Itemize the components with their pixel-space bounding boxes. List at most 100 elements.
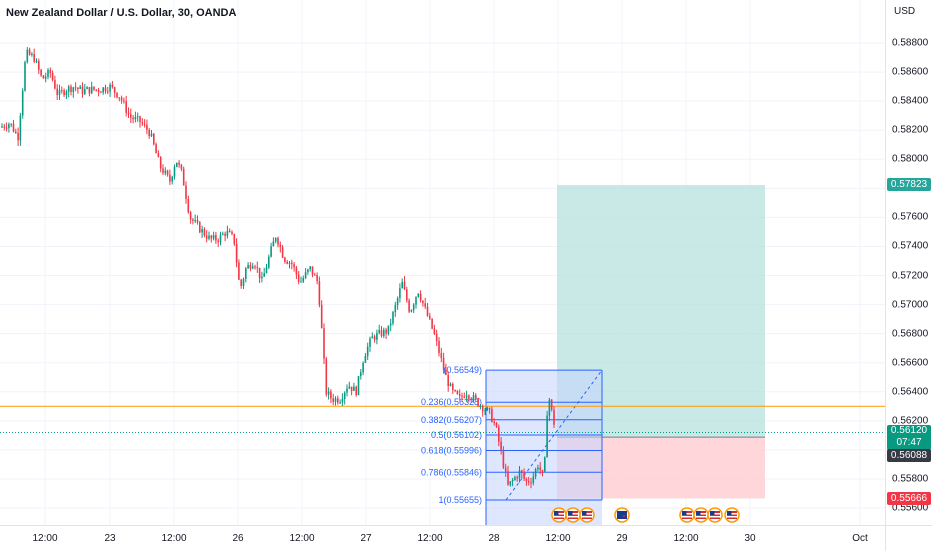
nz-flag-icon[interactable] [614, 507, 630, 523]
fib-level-label: 0.236(0.56328) [421, 397, 482, 407]
candle [288, 262, 291, 264]
candle [541, 469, 544, 472]
candle [134, 116, 137, 120]
us-flag-icon[interactable] [707, 507, 723, 523]
us-flag-icon[interactable] [551, 507, 567, 523]
candle [162, 168, 164, 174]
price-tick: 0.55600 [892, 502, 929, 514]
price-tick: 0.56200 [892, 415, 929, 427]
candle [481, 405, 484, 412]
candle [318, 281, 321, 305]
candle [116, 92, 118, 98]
candle [263, 273, 265, 277]
entry-price-badge: 0.56088 [887, 449, 931, 463]
candle [291, 262, 293, 265]
fib-level-label: (0.56549) [443, 365, 482, 375]
candle [385, 329, 387, 334]
price-tick: 0.57000 [892, 299, 929, 311]
candle [461, 395, 463, 397]
candle [325, 358, 328, 395]
chart-area[interactable]: (0.56549) 0.236(0.56328) 0.382(0.56207) 0.5… [0, 0, 885, 525]
candle [408, 300, 410, 312]
candle [178, 162, 180, 165]
candle [422, 300, 424, 304]
candle [247, 264, 249, 269]
us-flag-icon[interactable] [565, 507, 581, 523]
candle [1, 126, 3, 128]
candle [159, 157, 162, 169]
candle [201, 229, 203, 233]
candle [217, 240, 219, 243]
candle [203, 229, 206, 236]
candle [314, 274, 316, 276]
candle [51, 72, 54, 81]
candle [17, 132, 19, 141]
fib-retracement[interactable]: (0.56549) 0.236(0.56328) 0.382(0.56207) 0.5… [421, 365, 603, 525]
candle [410, 310, 413, 312]
candle [86, 87, 88, 90]
candle [307, 269, 309, 273]
candle [153, 133, 155, 145]
symbol-title[interactable]: New Zealand Dollar / U.S. Dollar, 30, OA… [6, 7, 237, 19]
candle [222, 233, 224, 235]
candle [72, 87, 75, 92]
us-flag-icon[interactable] [724, 507, 740, 523]
candle [130, 114, 132, 118]
time-scale[interactable]: 12:00 23 12:00 26 12:00 27 12:00 28 12:00 29 12:00… [0, 525, 885, 551]
us-flag-icon[interactable] [679, 507, 695, 523]
candle [475, 395, 477, 399]
candle [337, 398, 339, 403]
candle [109, 84, 111, 92]
candle [431, 318, 433, 329]
fib-level-label: 0.618(0.55996) [421, 445, 482, 455]
candle [84, 89, 86, 94]
us-flag-icon[interactable] [579, 507, 595, 523]
candle [265, 267, 268, 274]
candle [49, 69, 52, 73]
candle [341, 398, 344, 403]
candle [502, 450, 505, 468]
candle [500, 441, 502, 451]
candles[interactable] [1, 47, 555, 489]
candle [56, 88, 58, 95]
us-flag-icon[interactable] [693, 507, 709, 523]
chart-canvas[interactable]: (0.56549) 0.236(0.56328) 0.382(0.56207) 0.5… [0, 0, 885, 525]
candle [311, 266, 314, 275]
candle [111, 84, 114, 88]
stop-price-badge: 0.55666 [887, 491, 931, 505]
candle [38, 60, 40, 70]
candle [353, 386, 355, 391]
candle [546, 415, 548, 458]
candle [456, 390, 459, 395]
candle [433, 328, 436, 334]
candle [219, 234, 222, 243]
price-scale[interactable]: USD 0.58800 0.58600 0.58400 0.58200 0.58000 0… [885, 0, 932, 525]
candle [378, 329, 380, 334]
candle [231, 232, 233, 234]
candle [199, 222, 201, 233]
candle [40, 69, 42, 76]
candle [205, 235, 208, 239]
candle [380, 329, 383, 336]
candle [245, 268, 247, 279]
candle [498, 426, 500, 442]
fib-level-label: 0.5(0.56102) [431, 430, 482, 440]
candle [419, 293, 422, 301]
candle [127, 112, 130, 115]
candle [309, 266, 311, 270]
candle [495, 423, 498, 427]
candle [268, 256, 270, 268]
candle [360, 372, 362, 377]
candle [316, 274, 318, 282]
candle [389, 323, 392, 326]
candle [136, 116, 139, 118]
candle [97, 89, 100, 92]
candle [284, 257, 286, 262]
candle [445, 369, 447, 376]
candle [61, 90, 63, 92]
candle [348, 386, 351, 389]
candle [65, 91, 68, 96]
candle [70, 86, 72, 92]
time-tick: 12:00 [545, 533, 571, 544]
candle [479, 405, 482, 407]
